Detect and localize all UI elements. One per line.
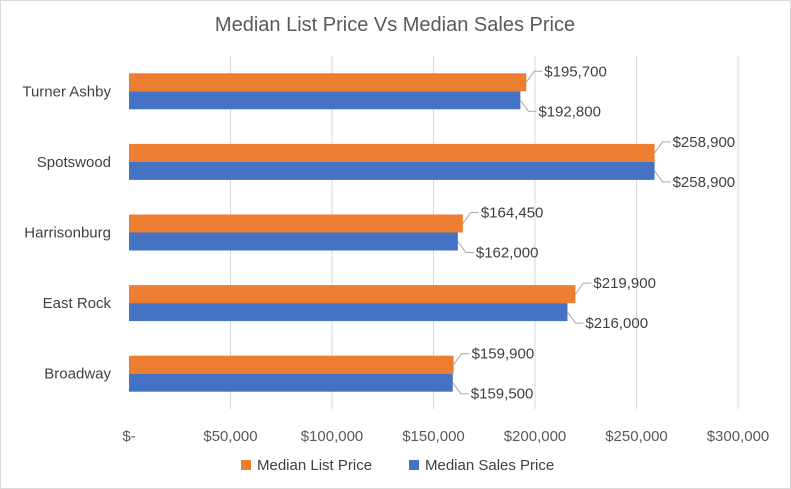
label-leader-line [519, 100, 537, 112]
label-leader-line [574, 282, 592, 295]
data-label: $219,900 [593, 275, 656, 292]
label-leader-line [452, 382, 469, 395]
data-label: $159,500 [471, 386, 534, 403]
x-tick-label: $- [122, 428, 135, 445]
x-tick-label: $50,000 [203, 428, 257, 445]
data-label: $258,900 [673, 174, 736, 191]
bar-list-price [129, 285, 576, 304]
bar-list-price [129, 143, 655, 162]
bar-sales-price [129, 232, 458, 251]
chart-title: Median List Price Vs Median Sales Price [215, 14, 575, 36]
label-leader-line [453, 353, 470, 365]
label-leader-line [457, 241, 474, 253]
data-label: $216,000 [585, 315, 648, 332]
bar-list-price [129, 214, 463, 233]
category-label: Turner Ashby [22, 83, 111, 100]
category-label: Broadway [44, 366, 111, 383]
bar-list-price [129, 73, 527, 92]
bar-sales-price [129, 303, 568, 322]
data-label: $192,800 [538, 103, 601, 120]
category-label: East Rock [43, 295, 112, 312]
data-labels: $195,700 $192,800 $258,900 $258,900 $164,450… [452, 63, 736, 403]
category-label: Spotswood [37, 154, 111, 171]
x-tick-label: $200,000 [504, 428, 567, 445]
legend-label: Median List Price [257, 457, 372, 474]
legend: Median List Price Median Sales Price [241, 457, 554, 474]
legend-label: Median Sales Price [425, 457, 554, 474]
data-label: $258,900 [673, 134, 736, 151]
label-leader-line [462, 212, 479, 224]
label-leader-line [567, 311, 584, 324]
data-label: $162,000 [476, 245, 539, 262]
category-label: Harrisonburg [24, 225, 111, 242]
bar-list-price [129, 355, 454, 374]
legend-item: Median Sales Price [409, 457, 554, 474]
x-tick-label: $100,000 [301, 428, 364, 445]
data-label: $159,900 [472, 346, 535, 363]
label-leader-line [525, 70, 543, 83]
x-tick-label: $300,000 [707, 428, 770, 445]
data-label: $195,700 [544, 63, 607, 80]
axes: $- $50,000 $100,000 $150,000 $200,000 $250,00… [22, 83, 769, 445]
bar-sales-price [129, 91, 521, 110]
legend-item: Median List Price [241, 457, 372, 474]
legend-swatch [409, 460, 419, 470]
label-leader-line [654, 170, 671, 183]
label-leader-line [654, 141, 671, 154]
x-tick-label: $150,000 [402, 428, 465, 445]
x-tick-label: $250,000 [605, 428, 668, 445]
bar-sales-price [129, 161, 655, 180]
legend-swatch [241, 460, 251, 470]
bars [129, 73, 655, 392]
bar-sales-price [129, 373, 453, 392]
data-label: $164,450 [481, 205, 544, 222]
